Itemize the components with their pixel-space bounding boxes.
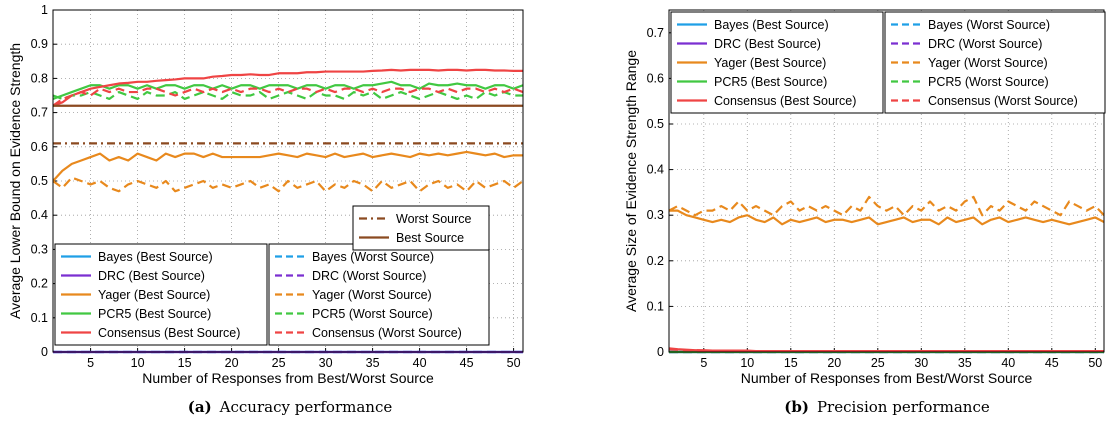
- legend-entry: DRC (Worst Source): [312, 269, 426, 283]
- x-axis-label: Number of Responses from Best/Worst Sour…: [741, 370, 1033, 386]
- y-tick-label: 0.9: [31, 37, 48, 51]
- x-tick-label: 50: [507, 356, 521, 370]
- x-tick-label: 10: [740, 356, 754, 370]
- y-tick-label: 0.4: [647, 163, 664, 177]
- y-tick-label: 0.4: [31, 208, 48, 222]
- x-tick-label: 45: [1045, 356, 1059, 370]
- legend-entry: Bayes (Best Source): [714, 18, 829, 32]
- x-tick-label: 30: [914, 356, 928, 370]
- y-tick-label: 0.5: [31, 174, 48, 188]
- legend-entry: Yager (Worst Source): [928, 56, 1048, 70]
- legend-worst-source: Bayes (Worst Source) DRC (Worst Source) Ya…: [268, 243, 490, 346]
- series-group: [669, 195, 1104, 354]
- x-tick-label: 30: [319, 356, 333, 370]
- legend-entry: PCR5 (Best Source): [714, 75, 827, 89]
- y-tick-label: 0.2: [647, 254, 664, 268]
- caption-label: (b): [784, 398, 809, 416]
- legend-entry: Yager (Best Source): [714, 56, 826, 70]
- x-tick-label: 25: [871, 356, 885, 370]
- y-axis-label: Average Size of Evidence Strength Range: [623, 50, 639, 312]
- legend-frame: [268, 243, 490, 346]
- y-tick-label: 0: [657, 345, 664, 359]
- caption-label: (a): [188, 398, 212, 416]
- legend-frame: [352, 205, 490, 251]
- legend-entry: PCR5 (Worst Source): [928, 75, 1049, 89]
- legend-entry: DRC (Best Source): [98, 269, 205, 283]
- legend-entry: Bayes (Worst Source): [312, 250, 434, 264]
- legend-entry: DRC (Best Source): [714, 37, 821, 51]
- y-tick-label: 0.3: [647, 208, 664, 222]
- y-tick-label: 0.6: [31, 140, 48, 154]
- caption-text: Accuracy performance: [219, 398, 393, 416]
- legend-entry: DRC (Worst Source): [928, 37, 1042, 51]
- figure-caption: (a) Accuracy performance: [188, 398, 393, 416]
- y-tick-label: 0.6: [647, 71, 664, 85]
- x-tick-label: 5: [87, 356, 94, 370]
- legend-entry: Consensus (Worst Source): [312, 326, 462, 340]
- legend-entry: Consensus (Worst Source): [928, 94, 1078, 108]
- y-tick-label: 0.7: [31, 106, 48, 120]
- x-tick-label: 40: [1001, 356, 1015, 370]
- x-tick-label: 20: [225, 356, 239, 370]
- x-tick-label: 35: [958, 356, 972, 370]
- y-tick-label: 0.7: [647, 26, 664, 40]
- x-axis-label: Number of Responses from Best/Worst Sour…: [142, 370, 434, 386]
- caption-text: Precision performance: [817, 398, 990, 416]
- y-tick-label: 0: [41, 345, 48, 359]
- x-tick-label: 45: [460, 356, 474, 370]
- series-line-pcr5-best-source: [53, 80, 523, 100]
- y-tick-label: 0.5: [647, 117, 664, 131]
- x-tick-label: 15: [784, 356, 798, 370]
- x-tick-label: 20: [827, 356, 841, 370]
- legend-source-lines: Worst Source Best Source: [352, 205, 490, 251]
- legend-entry: Bayes (Worst Source): [928, 18, 1050, 32]
- series-line-yager-best-source: [669, 209, 1104, 226]
- y-tick-label: 0.3: [31, 242, 48, 256]
- legend-best-source: Bayes (Best Source) DRC (Best Source) Yage…: [670, 11, 884, 114]
- legend-entry: Best Source: [396, 231, 464, 245]
- series-line-yager-worst-source: [669, 195, 1104, 217]
- legend-entry: Worst Source: [396, 212, 472, 226]
- y-tick-label: 1: [41, 3, 48, 17]
- x-tick-label: 40: [413, 356, 427, 370]
- y-tick-label: 0.2: [31, 277, 48, 291]
- legend-entry: PCR5 (Worst Source): [312, 307, 433, 321]
- axes-frame: [668, 9, 1105, 353]
- legend-entry: Yager (Worst Source): [312, 288, 432, 302]
- legend-entry: Bayes (Best Source): [98, 250, 213, 264]
- series-line-consensus-best-source: [53, 68, 523, 107]
- legend-best-source: Bayes (Best Source) DRC (Best Source) Yage…: [54, 243, 268, 346]
- x-tick-label: 35: [366, 356, 380, 370]
- legend-entry: PCR5 (Best Source): [98, 307, 211, 321]
- x-tick-label: 10: [131, 356, 145, 370]
- x-tick-label: 25: [272, 356, 286, 370]
- axes-frame: [52, 9, 524, 353]
- x-tick-label: 50: [1088, 356, 1102, 370]
- series-line-consensus-worst-source: [669, 348, 1104, 353]
- series-line-consensus-worst-source: [53, 87, 523, 107]
- chart-panel-b: 5 10 15 20 25 30 35 40 45 50 0 0.1 0.2 0.3 0.4 0.5 0.6 0.…: [623, 9, 1106, 416]
- series-line-pcr5-worst-source: [53, 90, 523, 101]
- y-tick-label: 0.1: [31, 311, 48, 325]
- legend-entry: Consensus (Best Source): [98, 326, 240, 340]
- x-tick-label: 5: [700, 356, 707, 370]
- y-axis-label: Average Lower Bound on Evidence Strength: [7, 43, 23, 319]
- y-tick-label: 0.1: [647, 299, 664, 313]
- legend-worst-source: Bayes (Worst Source) DRC (Worst Source) Ya…: [884, 11, 1106, 114]
- legend-entry: Consensus (Best Source): [714, 94, 856, 108]
- y-tick-label: 0.8: [31, 71, 48, 85]
- figure-caption: (b) Precision performance: [784, 398, 990, 416]
- series-line-yager-worst-source: [53, 176, 523, 193]
- series-line-yager-best-source: [53, 150, 523, 182]
- legend-frame: [884, 11, 1106, 114]
- chart-panel-a: 5 10 15 20 25 30 35 40 45 50 0 0.1 0.2 0.3 0.4 0.5 0.6 0.…: [7, 3, 524, 416]
- x-tick-label: 15: [178, 356, 192, 370]
- legend-entry: Yager (Best Source): [98, 288, 210, 302]
